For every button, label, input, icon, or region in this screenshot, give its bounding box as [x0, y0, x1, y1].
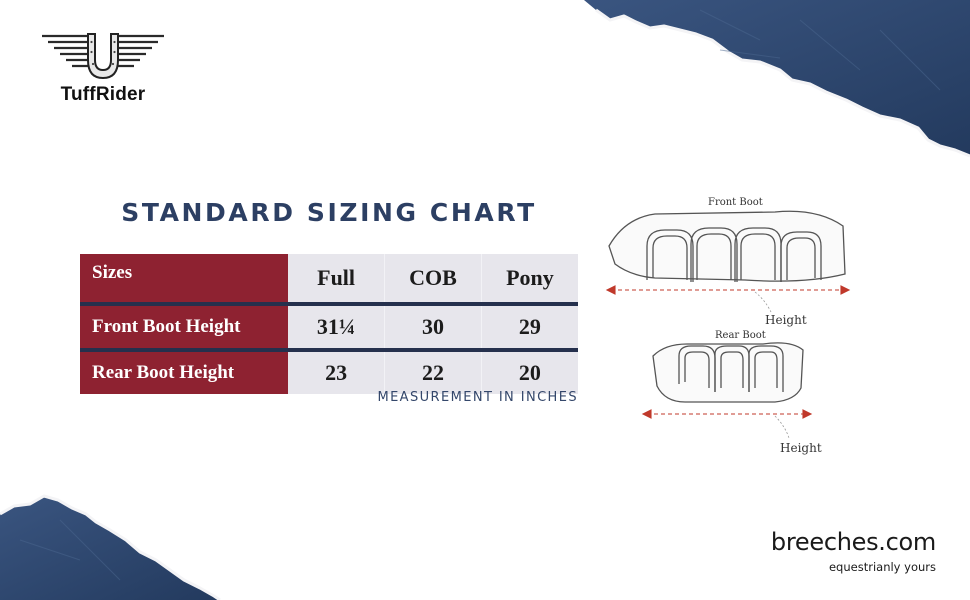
cell-front-full: 31¼: [288, 306, 385, 348]
breeches-brand-name: breeches.com: [770, 528, 936, 556]
front-height-label: Height: [765, 313, 807, 327]
rear-boot-outline: [652, 342, 804, 403]
cell-rear-full: 23: [288, 352, 385, 394]
table-header-row: Sizes Full COB Pony: [80, 254, 578, 302]
rear-boot-straps: [678, 345, 784, 392]
chart-title: STANDARD SIZING CHART: [121, 198, 537, 227]
row-label-rear-boot-height: Rear Boot Height: [80, 352, 288, 394]
header-full: Full: [288, 254, 385, 302]
cell-front-cob: 30: [384, 306, 482, 348]
cell-rear-pony: 20: [480, 352, 578, 394]
rear-height-arrow: [641, 409, 813, 419]
header-pony: Pony: [480, 254, 578, 302]
rear-height-label: Height: [780, 441, 822, 455]
sizing-table: Sizes Full COB Pony Front Boot Height 31…: [80, 254, 578, 394]
rear-boot-label: Rear Boot: [715, 330, 766, 341]
header-cob: COB: [384, 254, 482, 302]
table-row: Rear Boot Height 23 22 20: [80, 352, 578, 394]
cell-rear-cob: 22: [384, 352, 482, 394]
breeches-tagline: equestrianly yours: [828, 560, 936, 574]
front-boot-label: Front Boot: [708, 197, 763, 208]
measurement-note: MEASUREMENT IN INCHES: [377, 390, 578, 405]
row-divider: [80, 348, 578, 352]
front-boot-straps: [646, 227, 822, 282]
tuffrider-horseshoe-logo-icon: [42, 33, 164, 80]
table-row: Front Boot Height 31¼ 30 29: [80, 306, 578, 348]
cell-front-pony: 29: [480, 306, 578, 348]
row-divider: [80, 302, 578, 306]
row-label-front-boot-height: Front Boot Height: [80, 306, 288, 348]
front-boot-outline: [608, 210, 846, 282]
header-sizes: Sizes: [80, 254, 288, 302]
logo-wordmark: TuffRider: [60, 84, 146, 105]
boot-height-diagram: Front Boot Height Rear Boot Height: [605, 197, 851, 455]
front-height-arrow: [605, 285, 851, 295]
